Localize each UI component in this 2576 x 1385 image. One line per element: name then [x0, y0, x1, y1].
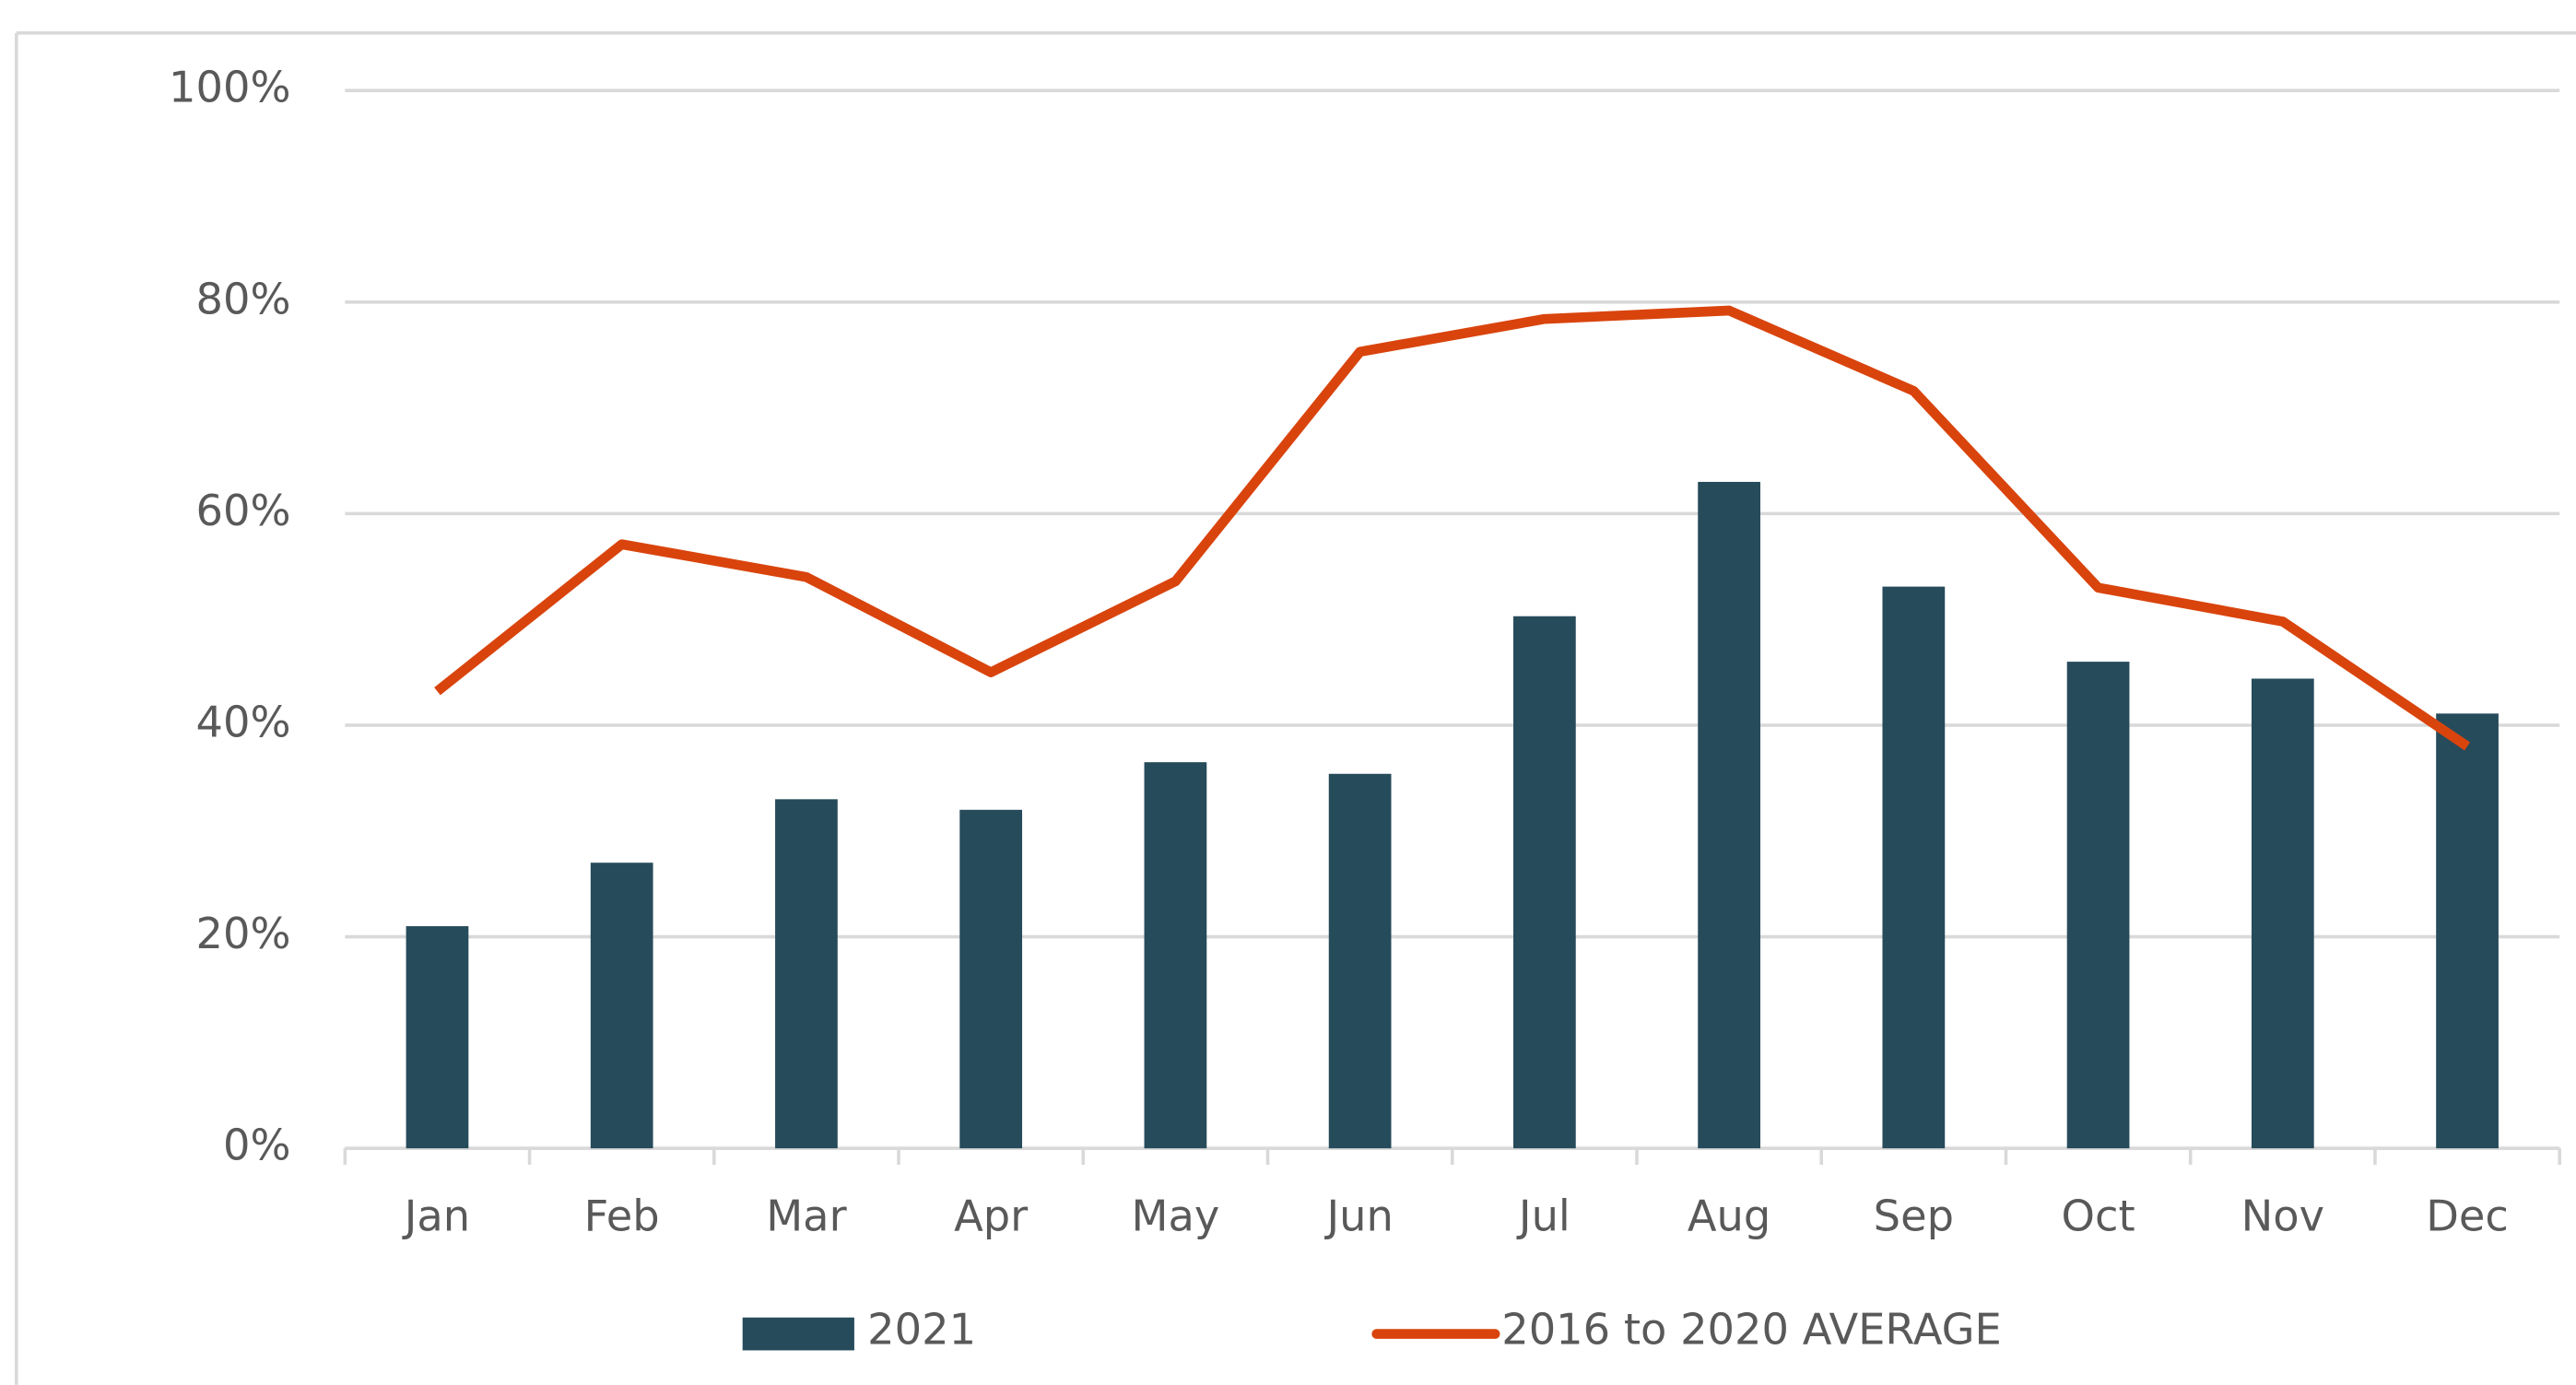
bar: [775, 799, 838, 1149]
legend-swatch: [742, 1317, 854, 1351]
y-tick-label: 100%: [169, 63, 290, 112]
bar: [590, 863, 653, 1149]
y-tick-label: 80%: [196, 274, 291, 323]
bar: [2436, 713, 2499, 1149]
y-tick-label: 0%: [223, 1121, 291, 1170]
bar: [1698, 481, 1760, 1149]
bar: [1882, 586, 1946, 1149]
x-tick-label: Aug: [1688, 1191, 1770, 1240]
x-tick-label: Dec: [2426, 1191, 2509, 1240]
legend-label: 2021: [867, 1304, 976, 1354]
x-tick-label: Nov: [2241, 1191, 2324, 1240]
x-tick-label: Jan: [402, 1191, 470, 1240]
x-tick-label: Mar: [766, 1191, 847, 1240]
bar: [1144, 762, 1207, 1149]
bar: [1328, 773, 1392, 1149]
x-tick-label: Jun: [1323, 1191, 1393, 1240]
y-tick-label: 20%: [196, 909, 291, 958]
y-tick-label: 60%: [196, 486, 291, 535]
x-tick-label: Apr: [954, 1191, 1029, 1240]
x-tick-label: Jul: [1516, 1191, 1570, 1240]
bar: [2251, 678, 2314, 1149]
bar: [406, 926, 469, 1149]
y-tick-label: 40%: [196, 697, 291, 746]
legend-label: 2016 to 2020 AVERAGE: [1501, 1304, 2002, 1354]
x-tick-label: Feb: [584, 1191, 660, 1240]
x-tick-label: May: [1132, 1191, 1220, 1240]
bar: [1513, 616, 1576, 1149]
line: [434, 305, 2471, 751]
bar: [2066, 662, 2130, 1149]
x-tick-label: Oct: [2062, 1191, 2135, 1240]
x-tick-label: Sep: [1874, 1191, 1954, 1240]
bar: [959, 809, 1023, 1149]
